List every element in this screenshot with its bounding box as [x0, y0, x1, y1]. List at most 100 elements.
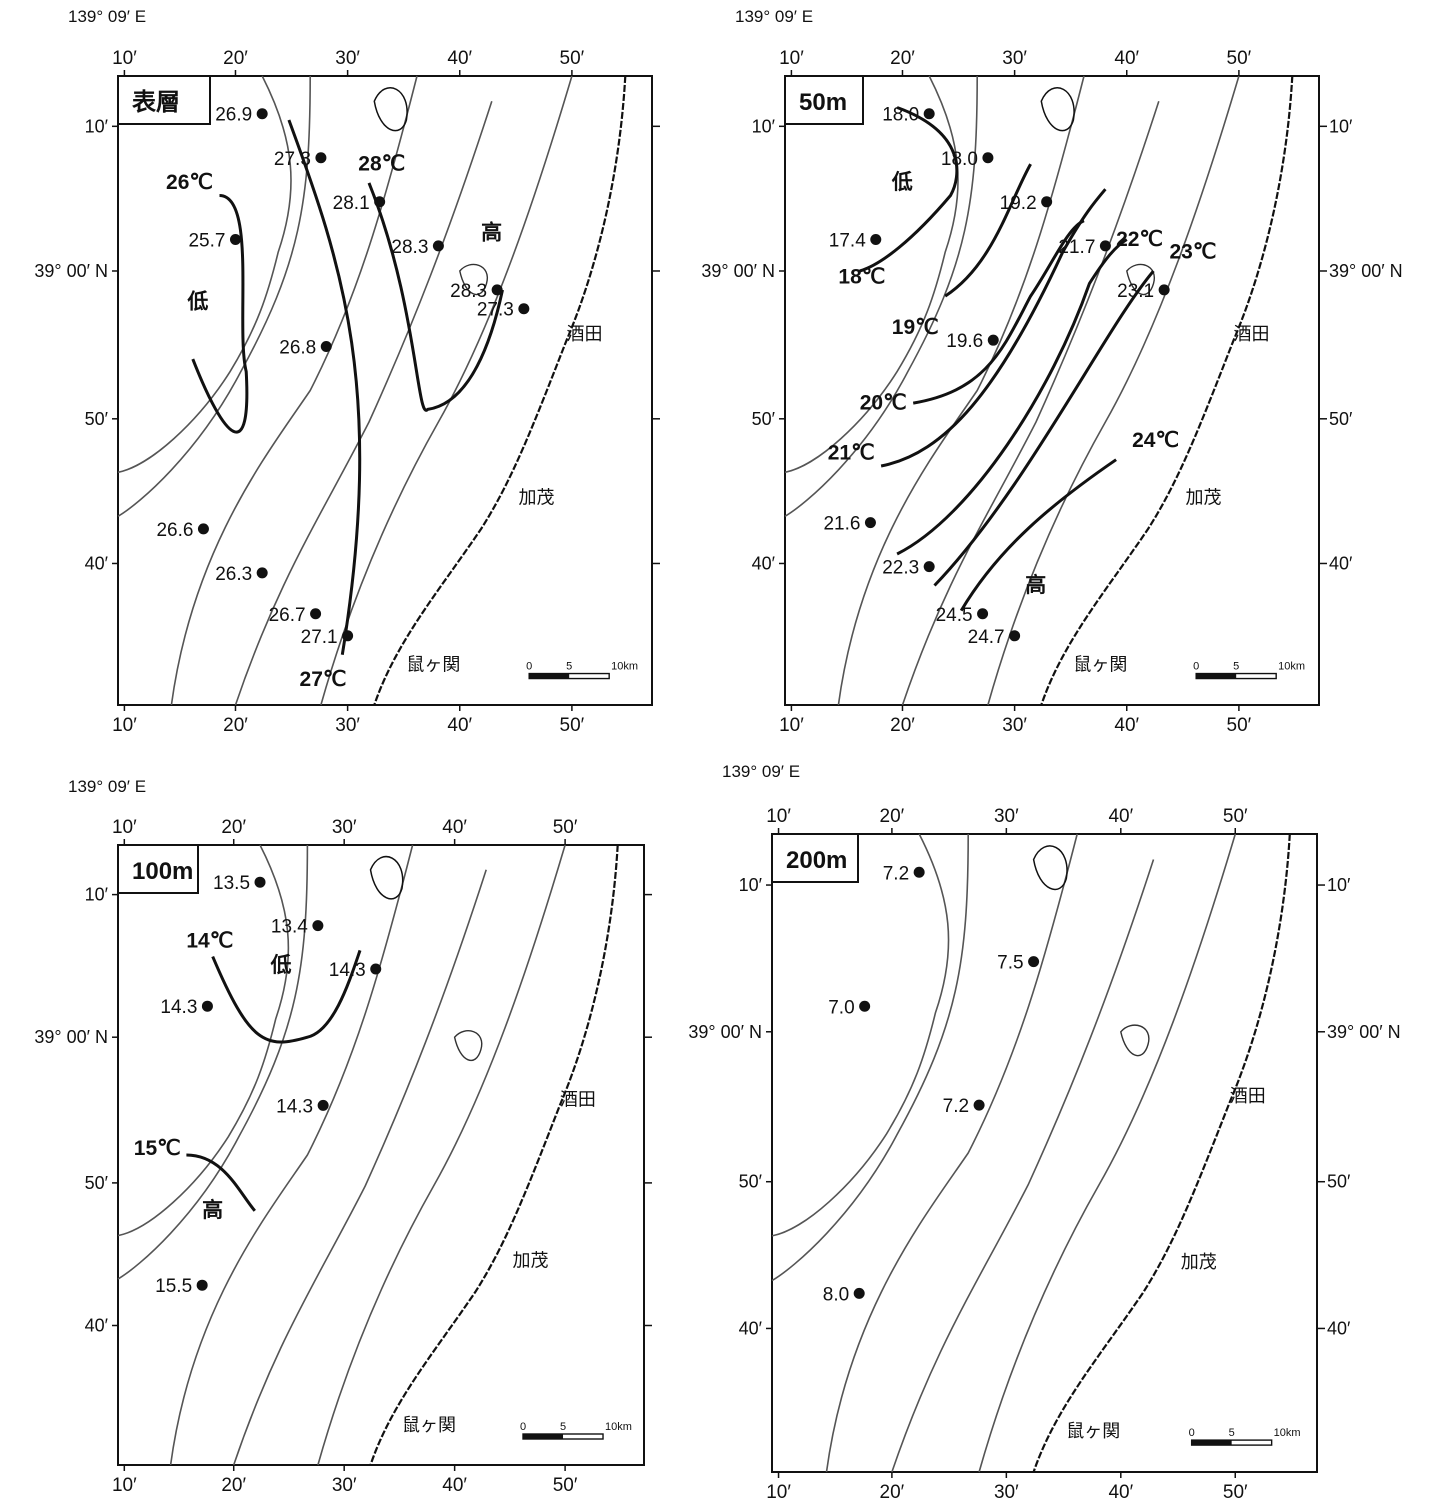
station-value: 7.2	[943, 1096, 969, 1117]
lat-tick-label: 40′	[85, 1316, 109, 1336]
isotherm-line	[959, 458, 1117, 612]
station-value: 26.7	[269, 605, 306, 626]
lon-tick-label: 40′	[1114, 48, 1139, 69]
lat-tick-label: 40′	[752, 553, 776, 573]
scale-label: 5	[560, 1421, 566, 1433]
station-dot	[196, 1279, 208, 1291]
isotherm-line	[912, 219, 1085, 405]
lon-tick-label: 40′	[447, 48, 472, 69]
isotherm-label: 27℃	[300, 668, 347, 691]
zone-label: 低	[186, 290, 208, 314]
station-dot	[491, 284, 503, 296]
station-dot	[310, 608, 322, 620]
lat-tick-label: 50′	[739, 1172, 763, 1192]
lon-tick-label: 20′	[223, 715, 248, 736]
lat-tick-label: 39° 00′ N	[34, 261, 108, 281]
place-sakata: 酒田	[1230, 1086, 1266, 1106]
station-dot	[432, 240, 444, 252]
station-dot	[853, 1287, 865, 1299]
depth-contour	[837, 75, 1085, 706]
scale-label: 10km	[1278, 661, 1305, 673]
station-value: 15.5	[155, 1276, 192, 1297]
depth-contour	[234, 100, 493, 706]
station-dot	[201, 1000, 213, 1012]
scale-bar: 0 5 10km	[520, 1421, 632, 1440]
depth-contour	[117, 75, 292, 474]
station-dot	[982, 152, 994, 164]
isotherm-label: 19℃	[892, 316, 939, 339]
station-value: 7.0	[828, 997, 854, 1018]
depth-contour	[901, 100, 1160, 706]
station-value: 7.5	[997, 953, 1023, 974]
station-value: 8.0	[823, 1284, 849, 1305]
scale-bar-fill	[1196, 673, 1237, 679]
place-sakata: 酒田	[567, 324, 603, 344]
lon-tick-label: 40′	[442, 1475, 467, 1496]
lon-tick-label: 10′	[766, 806, 791, 827]
station-value: 26.9	[215, 105, 252, 126]
place-nezugaseki: 鼠ヶ関	[1066, 1421, 1120, 1441]
station-dot	[370, 963, 382, 975]
isotherm-line	[191, 194, 249, 434]
depth-contour	[117, 844, 290, 1237]
label-frame	[117, 844, 199, 894]
lat-tick-label: 10′	[85, 885, 109, 905]
lon-tick-label: 50′	[553, 1475, 578, 1496]
lon-tick-label: 20′	[221, 817, 246, 838]
isotherm-line	[944, 163, 1032, 298]
station-dot	[913, 866, 925, 878]
depth-contour	[771, 833, 969, 1282]
map-frame	[117, 844, 645, 1466]
lat-tick-label: 39° 00′ N	[1329, 261, 1403, 281]
isotherm-line	[933, 270, 1155, 587]
isotherm-label: 21℃	[828, 442, 875, 465]
depth-contour	[117, 75, 311, 517]
zone-label: 高	[1025, 573, 1046, 597]
map-frame	[117, 75, 653, 706]
lat-tick-label: 39° 00′ N	[34, 1027, 108, 1047]
island	[1040, 87, 1075, 132]
station-dot	[312, 920, 324, 932]
coastline	[373, 75, 627, 706]
island	[373, 87, 408, 132]
depth-contour	[169, 844, 414, 1466]
lat-tick-label: 50′	[85, 409, 109, 429]
lat-tick-label: 39° 00′ N	[1327, 1022, 1401, 1042]
lat-tick-label: 50′	[1327, 1172, 1351, 1192]
lon-tick-label: 40′	[1114, 715, 1139, 736]
isotherm-label: 20℃	[860, 391, 907, 414]
station-value: 23.1	[1117, 281, 1154, 302]
scale-label: 10km	[605, 1421, 632, 1433]
station-dot	[256, 108, 268, 120]
station-dot	[1028, 956, 1040, 968]
station-value: 13.4	[271, 917, 308, 938]
scale-bar-fill	[529, 673, 570, 679]
depth-label-box: 表層	[117, 75, 211, 125]
station-dot	[1158, 284, 1170, 296]
lat-tick-label: 50′	[752, 409, 776, 429]
lon-tick-label: 50′	[553, 817, 578, 838]
station-value: 7.2	[883, 863, 909, 884]
map-panel: 10′ 10′ 20′ 20′ 30′ 30′ 40′ 40′ 50′ 50′ 10′ 39° 00′…	[34, 817, 652, 1496]
lon-tick-label: 50′	[560, 48, 585, 69]
station-value: 14.3	[276, 1096, 313, 1117]
station-value: 27.1	[301, 627, 338, 648]
coastline	[1032, 833, 1291, 1473]
lat-tick-label: 40′	[739, 1318, 763, 1338]
scale-label: 0	[520, 1421, 526, 1433]
station-value: 26.3	[215, 564, 252, 585]
lon-tick-label: 20′	[890, 715, 915, 736]
lon-tick-label: 50′	[560, 715, 585, 736]
station-value: 19.6	[946, 331, 983, 352]
isotherm-line	[880, 188, 1107, 468]
map-frame	[771, 833, 1318, 1473]
depth-contour	[784, 75, 978, 517]
zone-label: 低	[270, 953, 292, 977]
place-nezugaseki: 鼠ヶ関	[406, 654, 460, 674]
lon-tick-label: 30′	[332, 817, 357, 838]
depth-contour	[170, 75, 418, 706]
station-dot	[859, 1000, 871, 1012]
island	[369, 855, 404, 900]
lon-tick-label: 30′	[994, 1482, 1019, 1503]
